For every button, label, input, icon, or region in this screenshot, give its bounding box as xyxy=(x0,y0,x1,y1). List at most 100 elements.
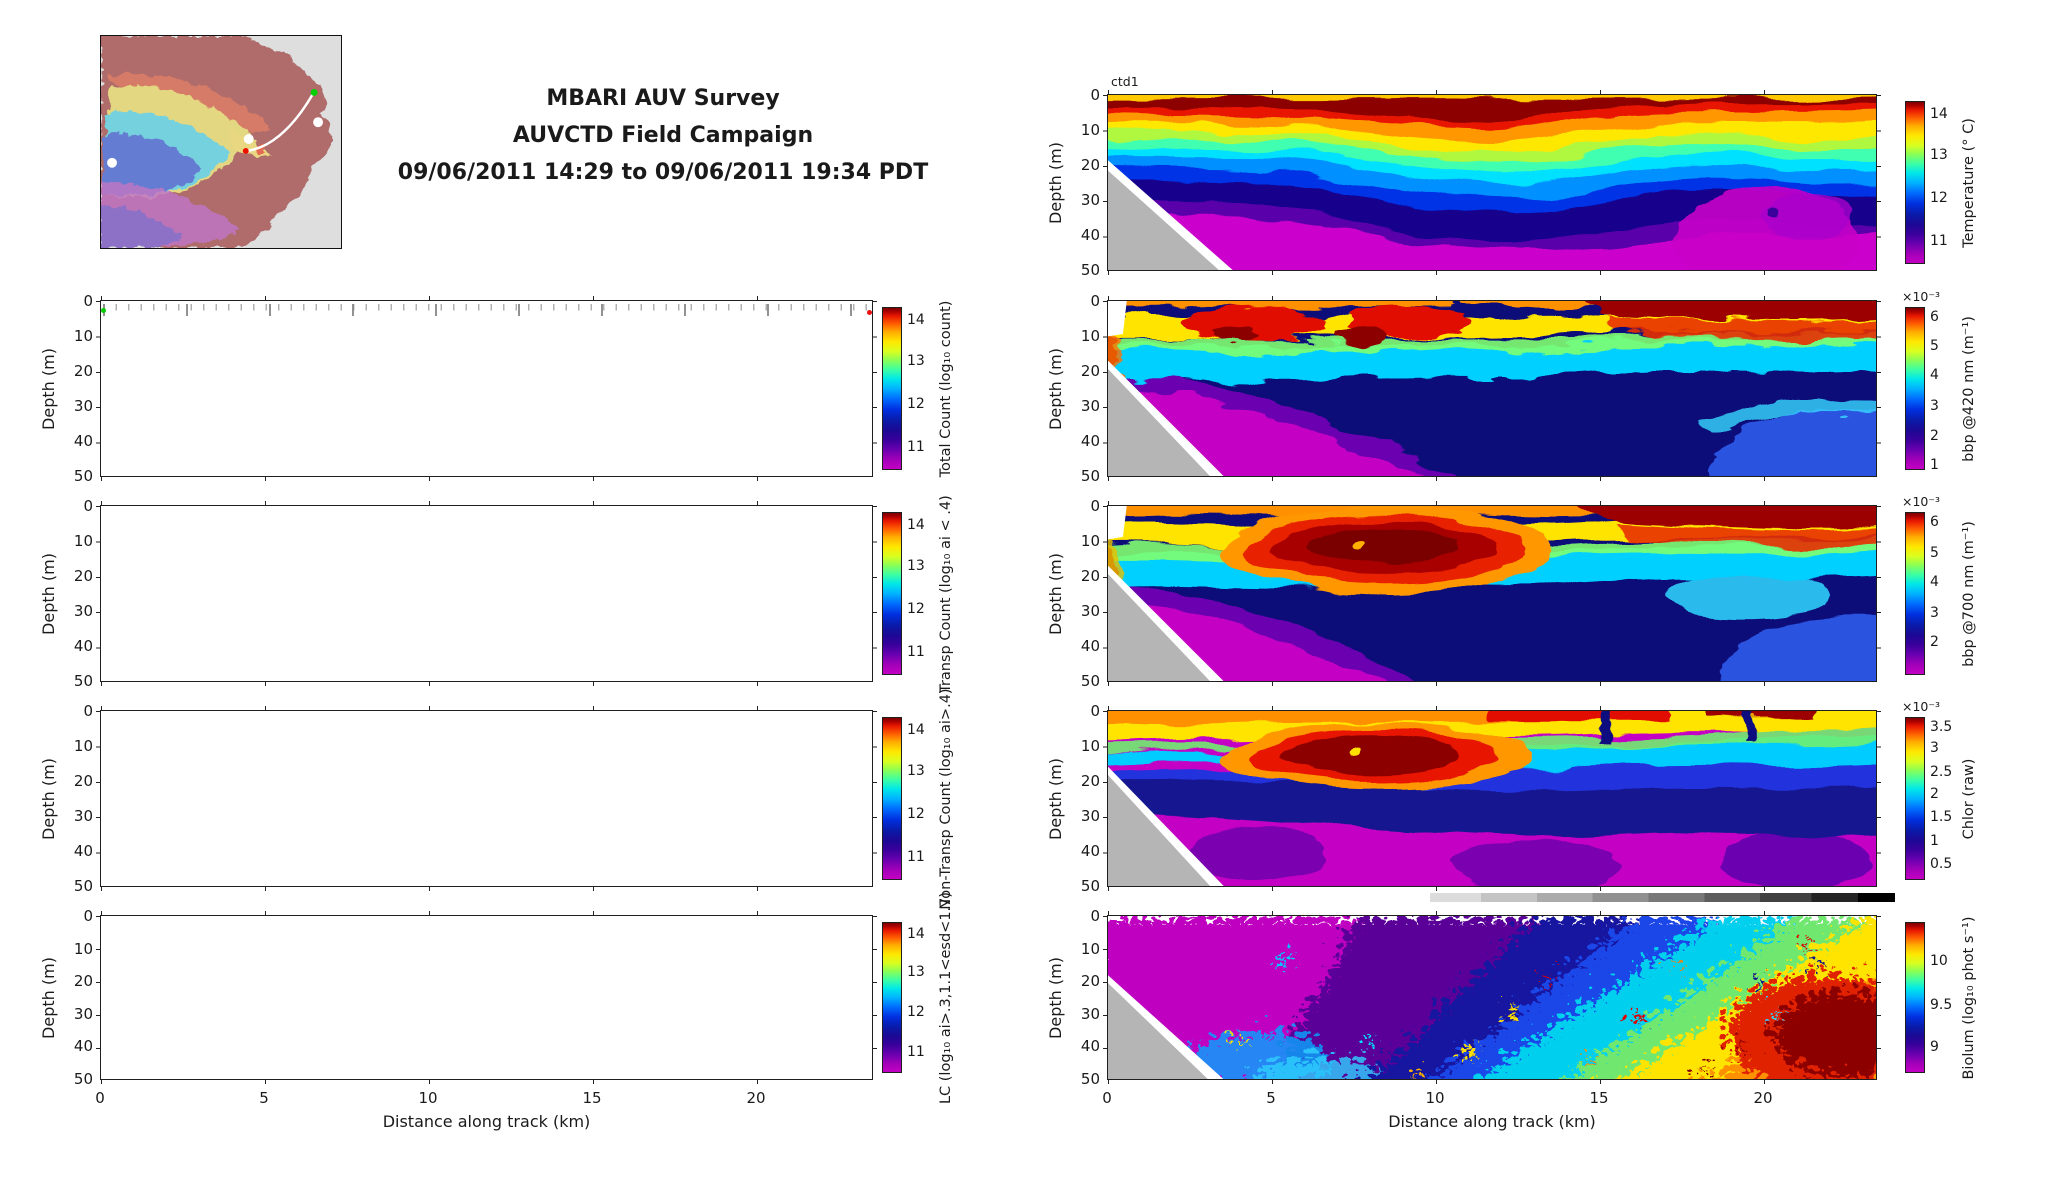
x-tick-label: 20 xyxy=(1753,1089,1773,1107)
colorbar-chlor: ×10⁻³ 3.5 3 2.5 2 1.5 1 0.5 Chlor (raw) xyxy=(1902,699,1977,880)
y-axis-label: Depth (m) xyxy=(39,347,58,430)
bbp420-heatmap xyxy=(1108,301,1876,476)
x-tick-label: 0 xyxy=(95,1089,105,1107)
colorbar-tick: 11 xyxy=(907,849,925,866)
bottom-ticks xyxy=(1108,682,1765,686)
y-tick-label: 10 xyxy=(73,939,93,958)
y-tick-label: 20 xyxy=(1080,567,1100,585)
colorbar-tick: 12 xyxy=(907,805,925,822)
colorbar-tick: 14 xyxy=(907,926,925,943)
waypoint-marker xyxy=(243,134,254,144)
colorbar-label: LC (log₁₀ ai>.3,1.1<esd<1.7) xyxy=(938,891,954,1104)
y-tick-label: 40 xyxy=(1080,432,1100,450)
y-tick-label: 20 xyxy=(73,972,93,991)
colorbar-tick: 9.5 xyxy=(1930,997,1953,1014)
y-tick-label: 50 xyxy=(73,1070,93,1088)
colorbar-scale: ×10⁻³ xyxy=(1902,289,1940,304)
left-ticks xyxy=(1103,95,1107,272)
canyon-blue xyxy=(103,133,203,196)
title-line-2: AUVCTD Field Campaign xyxy=(512,123,814,148)
y-tick-label: 50 xyxy=(1080,467,1100,485)
y-tick-label: 20 xyxy=(1080,772,1100,790)
seafloor-wedge xyxy=(1108,983,1208,1079)
canyon-deepblue-corner xyxy=(101,204,183,248)
colorbar-tick: 6 xyxy=(1930,513,1939,530)
y-tick-label: 40 xyxy=(1080,842,1100,860)
top-ticks xyxy=(101,706,758,710)
bottom-ticks xyxy=(1108,887,1765,891)
colorbar-non-transp-count: 14 13 12 11 Non-Transp Count (log₁₀ ai>.… xyxy=(882,688,954,909)
left-ticks xyxy=(96,301,100,478)
colorbar-gradient xyxy=(1905,307,1925,470)
ctd1-tag: ctd1 xyxy=(1111,74,1139,89)
right-ticks xyxy=(1877,95,1881,272)
y-tick-label: 30 xyxy=(1080,191,1100,209)
colorbar-gradient xyxy=(882,922,902,1073)
day-night-grayscale-strip xyxy=(1430,893,1895,902)
colorbar-tick: 12 xyxy=(907,1003,925,1020)
panel-bbp700: 0 10 20 30 40 50 Depth (m) xyxy=(1046,497,1881,690)
track-end-dot xyxy=(867,310,872,315)
y-tick-label: 50 xyxy=(1080,877,1100,895)
colorbar-label: Transp Count (log₁₀ ai < .4) xyxy=(938,494,954,693)
y-axis-label: Depth (m) xyxy=(1046,956,1065,1039)
bottom-ticks xyxy=(101,1080,758,1084)
y-tick-label: 20 xyxy=(1080,156,1100,174)
colorbar-tick: 6 xyxy=(1930,308,1939,325)
colorbar-tick: 1.5 xyxy=(1930,809,1953,826)
y-tick-label: 30 xyxy=(1080,602,1100,620)
colorbar-gradient xyxy=(1905,717,1925,880)
left-ticks xyxy=(1103,711,1107,888)
y-tick-label: 30 xyxy=(73,602,93,620)
right-ticks xyxy=(1877,506,1881,683)
y-tick-label: 30 xyxy=(73,807,93,825)
colorbar-transp-count: 14 13 12 11 Transp Count (log₁₀ ai < .4) xyxy=(882,495,954,692)
y-tick-label: 20 xyxy=(73,772,93,790)
colorbar-tick: 3 xyxy=(1930,605,1939,622)
y-tick-label: 30 xyxy=(1080,397,1100,415)
colorbar-temperature: 14 13 12 11 Temperature (° C) xyxy=(1905,101,1977,264)
y-axis-label: Depth (m) xyxy=(1046,552,1065,635)
colorbar-gradient xyxy=(882,512,902,675)
y-tick-label: 0 xyxy=(83,497,93,515)
y-axis-label: Depth (m) xyxy=(1046,347,1065,430)
track-start-dot xyxy=(101,308,106,313)
x-tick-label: 15 xyxy=(582,1089,602,1107)
panel-biolum: 0 10 20 30 40 50 Depth (m) xyxy=(1046,907,1881,1088)
y-tick-label: 20 xyxy=(1080,362,1100,380)
colorbar-tick: 3.5 xyxy=(1930,718,1953,735)
title-line-3: 09/06/2011 14:29 to 09/06/2011 19:34 PDT xyxy=(397,160,929,185)
colorbar-label: Non-Transp Count (log₁₀ ai>.4) xyxy=(938,687,954,910)
x-tick-label: 10 xyxy=(1425,1089,1445,1107)
y-axis-label: Depth (m) xyxy=(39,956,58,1039)
y-tick-label: 10 xyxy=(73,327,93,345)
y-tick-label: 10 xyxy=(1080,121,1100,139)
panel-total-count: 0 10 20 30 40 50 Depth (m) xyxy=(39,292,877,485)
y-tick-label: 50 xyxy=(73,467,93,485)
colorbar-tick: 2.5 xyxy=(1930,763,1953,780)
colorbar-tick: 13 xyxy=(907,557,925,574)
x-tick-label: 5 xyxy=(259,1089,269,1107)
bottom-ticks xyxy=(101,887,758,891)
colorbar-tick: 5 xyxy=(1930,544,1939,561)
y-tick-label: 30 xyxy=(73,1004,93,1023)
y-tick-label: 50 xyxy=(1080,672,1100,690)
waypoint-marker xyxy=(313,117,324,128)
waypoint-marker xyxy=(107,157,117,168)
y-tick-label: 0 xyxy=(1090,907,1100,925)
y-tick-label: 50 xyxy=(1080,261,1100,279)
left-ticks xyxy=(1103,916,1107,1081)
colorbar-label: Chlor (raw) xyxy=(1961,758,1977,839)
colorbar-tick: 14 xyxy=(1930,106,1948,123)
x-tick-label: 10 xyxy=(418,1089,438,1107)
colorbar-gradient xyxy=(882,717,902,880)
y-tick-label: 10 xyxy=(73,532,93,550)
panel-bbp420: 0 10 20 30 40 50 Depth (m) xyxy=(1046,292,1881,485)
bottom-ticks xyxy=(1108,271,1765,275)
colorbar-tick: 14 xyxy=(907,722,925,739)
y-axis-label: Depth (m) xyxy=(39,552,58,635)
x-tick-label: 15 xyxy=(1589,1089,1609,1107)
colorbar-tick: 0.5 xyxy=(1930,855,1953,872)
colorbar-total-count: 14 13 12 11 Total Count (log₁₀ count) xyxy=(882,300,954,477)
